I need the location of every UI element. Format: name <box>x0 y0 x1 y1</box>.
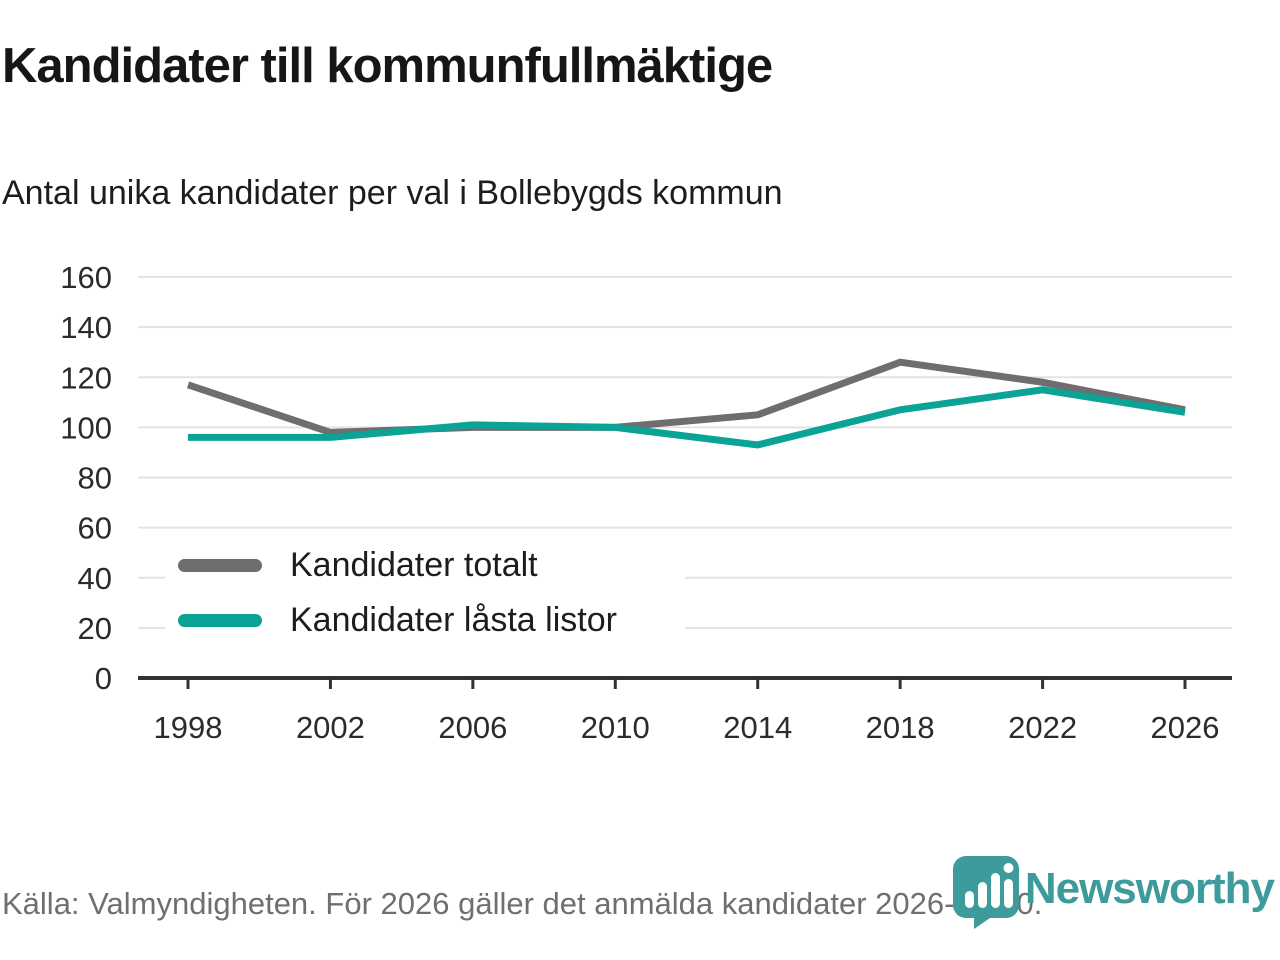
newsworthy-logo: Newsworthy <box>952 855 1275 934</box>
series-line-1 <box>188 386 1186 449</box>
newsworthy-wordmark: Newsworthy <box>1024 864 1275 913</box>
y-tick-label-140: 140 <box>60 310 112 345</box>
legend-item-locked-lists: Kandidater låsta listor <box>178 601 685 640</box>
legend-label-locked-lists: Kandidater låsta listor <box>290 601 617 639</box>
y-tick-label-160: 160 <box>60 260 112 295</box>
source-note: Källa: Valmyndigheten. För 2026 gäller d… <box>2 886 1043 921</box>
chart-legend: Kandidater totalt Kandidater låsta listo… <box>165 530 685 648</box>
y-tick-label-100: 100 <box>60 410 112 445</box>
x-tick-label-2010: 2010 <box>581 710 650 745</box>
x-tick-label-2022: 2022 <box>1008 710 1077 745</box>
legend-item-total: Kandidater totalt <box>178 546 685 585</box>
newsworthy-pin-barchart-icon <box>952 855 1020 934</box>
y-tick-label-40: 40 <box>78 561 112 596</box>
x-tick-label-1998: 1998 <box>154 710 223 745</box>
legend-label-total: Kandidater totalt <box>290 546 538 584</box>
y-tick-label-20: 20 <box>78 611 112 646</box>
x-tick-label-2026: 2026 <box>1151 710 1220 745</box>
x-tick-label-2014: 2014 <box>723 710 792 745</box>
line-chart: 0 20 40 60 80 100 120 140 160 1998 2002 2006 2010 201… <box>60 260 1232 745</box>
series-line-0 <box>186 358 1186 436</box>
y-tick-label-80: 80 <box>78 461 112 496</box>
legend-swatch-total <box>178 559 262 572</box>
y-tick-label-60: 60 <box>78 511 112 546</box>
legend-swatch-locked-lists <box>178 614 262 627</box>
x-tick-label-2006: 2006 <box>438 710 507 745</box>
y-tick-label-120: 120 <box>60 360 112 395</box>
x-tick-label-2018: 2018 <box>866 710 935 745</box>
x-tick-label-2002: 2002 <box>296 710 365 745</box>
y-tick-label-0: 0 <box>95 661 112 696</box>
page-title: Kandidater till kommunfullmäktige <box>2 39 773 93</box>
page-subtitle: Antal unika kandidater per val i Bolleby… <box>2 174 783 212</box>
